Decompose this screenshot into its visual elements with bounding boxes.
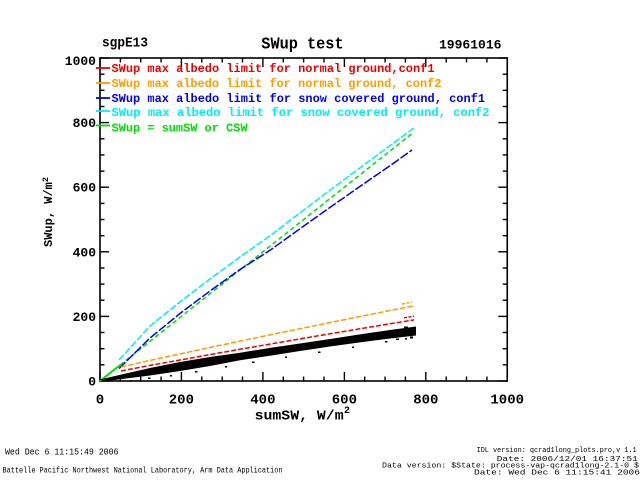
svg-text:19961016: 19961016 [439,38,502,53]
svg-text:sgpE13: sgpE13 [102,36,148,52]
svg-text:SWup max albedo limit for norm: SWup max albedo limit for normal ground,… [112,62,435,76]
svg-text:800: 800 [73,116,97,131]
svg-text:800: 800 [413,393,438,409]
svg-text:SWup max albedo limit for snow: SWup max albedo limit for snow covered g… [112,106,490,120]
svg-text:400: 400 [73,245,97,260]
svg-text:sumSW, W/m: sumSW, W/m [255,409,344,425]
svg-text:SWup = sumSW or CSW: SWup = sumSW or CSW [112,122,249,136]
svg-text:600: 600 [332,393,357,409]
svg-text:200: 200 [73,310,97,325]
svg-text:Battelle Pacific Northwest Nat: Battelle Pacific Northwest National Labo… [3,466,283,476]
svg-text:SWup, W/m2: SWup, W/m2 [41,177,56,247]
svg-text:SWup max albedo limit for snow: SWup max albedo limit for snow covered g… [112,92,486,106]
svg-text:1000: 1000 [490,393,524,409]
svg-text:Data version: $State: process-: Data version: $State: process-vap-qcrad1… [382,462,640,470]
svg-text:SWup test: SWup test [261,35,343,54]
svg-text:200: 200 [169,393,194,409]
svg-text:600: 600 [73,181,97,196]
svg-text:1000: 1000 [65,54,96,69]
svg-text:IDL version: qcrad1long_plots.: IDL version: qcrad1long_plots.pro,v 1.1 [477,447,637,455]
svg-text:0: 0 [96,393,104,409]
svg-text:Wed Dec 6 11:15:49 2006: Wed Dec 6 11:15:49 2006 [5,448,119,458]
svg-text:2: 2 [344,406,350,417]
svg-text:SWup max albedo limit for norm: SWup max albedo limit for normal ground,… [112,77,442,91]
svg-text:Date: 2006/12/01 16:37:51: Date: 2006/12/01 16:37:51 [497,456,639,464]
svg-text:400: 400 [250,393,275,409]
svg-text:Date: Wed Dec 6 11:15:41 2006: Date: Wed Dec 6 11:15:41 2006 [474,469,640,477]
svg-text:0: 0 [88,375,96,390]
